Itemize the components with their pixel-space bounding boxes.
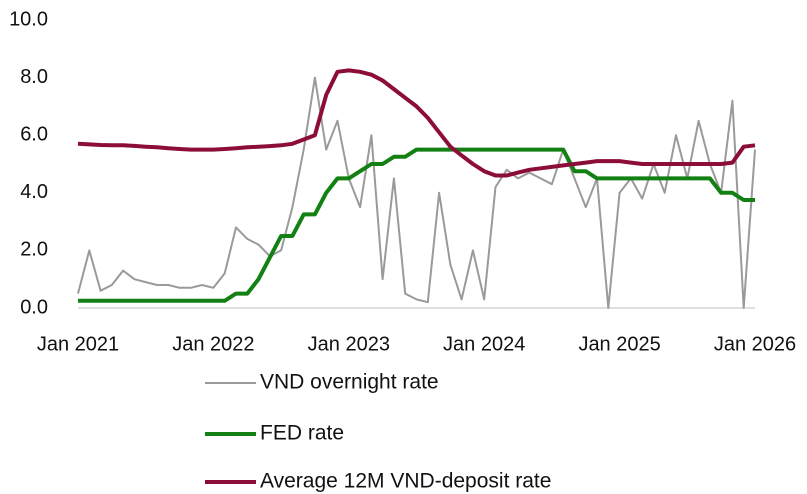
legend-label: Average 12M VND-deposit rate — [260, 470, 551, 493]
y-tick-label: 8.0 — [20, 66, 48, 88]
y-tick-label: 0.0 — [20, 296, 48, 318]
x-tick-label: Jan 2025 — [578, 333, 660, 355]
y-tick-label: 2.0 — [20, 239, 48, 261]
x-tick-label: Jan 2023 — [308, 333, 390, 355]
y-tick-label: 10.0 — [9, 8, 48, 30]
series-line — [78, 147, 755, 303]
x-tick-label: Jan 2024 — [443, 333, 525, 355]
series-line — [77, 76, 756, 309]
series-line — [77, 68, 756, 178]
legend-label: VND overnight rate — [260, 371, 439, 394]
x-tick-label: Jan 2021 — [37, 333, 119, 355]
y-tick-label: 6.0 — [20, 123, 48, 145]
x-tick-label: Jan 2022 — [172, 333, 254, 355]
legend-label: FED rate — [260, 422, 344, 445]
x-tick-label: Jan 2026 — [714, 333, 796, 355]
y-tick-label: 4.0 — [20, 181, 48, 203]
